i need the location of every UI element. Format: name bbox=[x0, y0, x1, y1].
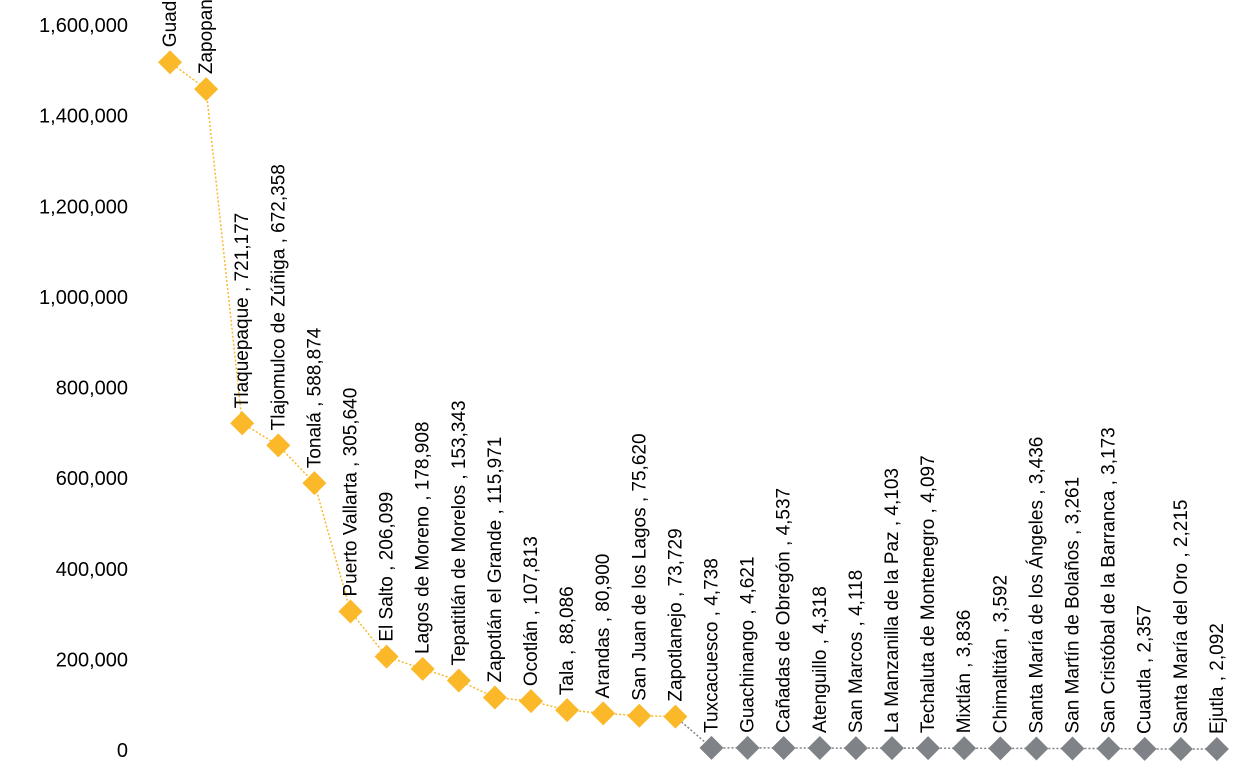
data-label: San Cristóbal de la Barranca , 3,173 bbox=[1099, 427, 1120, 733]
data-point-marker bbox=[1168, 736, 1193, 761]
data-point-marker bbox=[302, 471, 327, 496]
data-point-marker bbox=[230, 411, 255, 436]
data-point-marker bbox=[410, 656, 435, 681]
data-label: Lagos de Moreno , 178,908 bbox=[413, 422, 434, 654]
data-label: San Juan de los Lagos , 75,620 bbox=[629, 433, 650, 700]
data-label: Arandas , 80,900 bbox=[593, 554, 614, 699]
y-tick-label: 600,000 bbox=[56, 468, 128, 490]
data-point-marker bbox=[916, 736, 941, 761]
data-label: Ocotlán , 107,813 bbox=[521, 536, 542, 686]
data-label: Chimaltitán , 3,592 bbox=[990, 575, 1011, 733]
y-tick-label: 400,000 bbox=[56, 559, 128, 581]
y-tick-label: 0 bbox=[117, 740, 128, 762]
series-markers bbox=[158, 50, 1229, 762]
data-point-marker bbox=[1024, 736, 1049, 761]
data-point-marker bbox=[843, 736, 868, 761]
data-label: Mixtlán , 3,836 bbox=[954, 610, 975, 734]
data-label: Puerto Vallarta , 305,640 bbox=[341, 388, 362, 597]
data-point-marker bbox=[591, 701, 616, 726]
data-labels: Guadalajara , 1,517,916 Zapopan , 1,458,4… bbox=[160, 0, 1228, 734]
data-point-marker bbox=[555, 698, 580, 723]
series-line-segment bbox=[205, 89, 243, 424]
data-point-marker bbox=[807, 736, 832, 761]
data-label: Santa María de los Ángeles , 3,436 bbox=[1026, 437, 1047, 734]
data-point-marker bbox=[1096, 736, 1121, 761]
data-label: Ejutla , 2,092 bbox=[1207, 623, 1228, 734]
y-tick-label: 800,000 bbox=[56, 378, 128, 400]
data-label: Tlajomulco de Zúñiga , 672,358 bbox=[268, 164, 289, 430]
data-point-marker bbox=[952, 736, 977, 761]
data-point-marker bbox=[627, 703, 652, 728]
y-axis: 0 200,000 400,000 600,000 800,000 1,000,000 1,… bbox=[39, 15, 128, 762]
data-label: Guachinango , 4,621 bbox=[738, 556, 759, 732]
data-point-marker bbox=[519, 689, 543, 714]
data-label: Tonalá , 588,874 bbox=[304, 327, 325, 468]
y-tick-label: 1,200,000 bbox=[39, 196, 128, 218]
data-label: Tala , 88,086 bbox=[557, 586, 578, 695]
data-point-marker bbox=[771, 735, 796, 760]
data-point-marker bbox=[880, 736, 904, 761]
data-point-marker bbox=[663, 704, 688, 729]
series-line-segment bbox=[241, 422, 279, 446]
data-label: Guadalajara , 1,517,916 bbox=[160, 0, 181, 47]
data-point-marker bbox=[1204, 737, 1229, 762]
data-label: Tlaquepaque , 721,177 bbox=[232, 213, 253, 408]
data-label: El Salto , 206,099 bbox=[377, 492, 398, 642]
data-point-marker bbox=[1060, 736, 1085, 761]
series-line-segment bbox=[349, 611, 388, 658]
data-point-marker bbox=[194, 77, 219, 102]
data-label: Zapotlán el Grande , 115,971 bbox=[485, 437, 506, 683]
data-label: Zapotlanejo , 73,729 bbox=[665, 528, 686, 701]
data-point-marker bbox=[482, 685, 507, 710]
data-label: Cuautla , 2,357 bbox=[1135, 605, 1156, 734]
data-label: Zapopan , 1,458,470 bbox=[196, 0, 217, 74]
data-label: La Manzanilla de la Paz , 4,103 bbox=[882, 468, 903, 733]
data-point-marker bbox=[699, 735, 724, 760]
data-point-marker bbox=[374, 644, 399, 669]
y-tick-label: 200,000 bbox=[56, 649, 128, 671]
data-point-marker bbox=[266, 433, 291, 458]
series-line-segment bbox=[277, 444, 315, 484]
data-point-marker bbox=[446, 668, 471, 693]
data-label: San Martín de Bolaños , 3,261 bbox=[1063, 477, 1084, 734]
y-tick-label: 1,000,000 bbox=[39, 287, 128, 309]
data-label: Santa María del Oro , 2,215 bbox=[1171, 500, 1192, 734]
data-point-marker bbox=[988, 736, 1013, 761]
data-label: Tepatitlán de Morelos , 153,343 bbox=[449, 400, 470, 665]
data-point-marker bbox=[1132, 736, 1157, 761]
data-label: Cañadas de Obregón , 4,537 bbox=[774, 488, 795, 733]
y-tick-label: 1,400,000 bbox=[39, 106, 128, 128]
data-label: San Marcos , 4,118 bbox=[846, 570, 867, 733]
data-label: Techaluta de Montenegro , 4,097 bbox=[918, 455, 939, 733]
data-point-marker bbox=[735, 735, 760, 760]
data-point-marker bbox=[158, 50, 182, 75]
series-lines bbox=[169, 61, 1217, 750]
data-point-marker bbox=[338, 599, 363, 624]
data-label: Atenguillo , 4,318 bbox=[810, 586, 831, 733]
data-label: Tuxcacuesco , 4,738 bbox=[702, 558, 723, 733]
y-tick-label: 1,600,000 bbox=[39, 15, 128, 37]
